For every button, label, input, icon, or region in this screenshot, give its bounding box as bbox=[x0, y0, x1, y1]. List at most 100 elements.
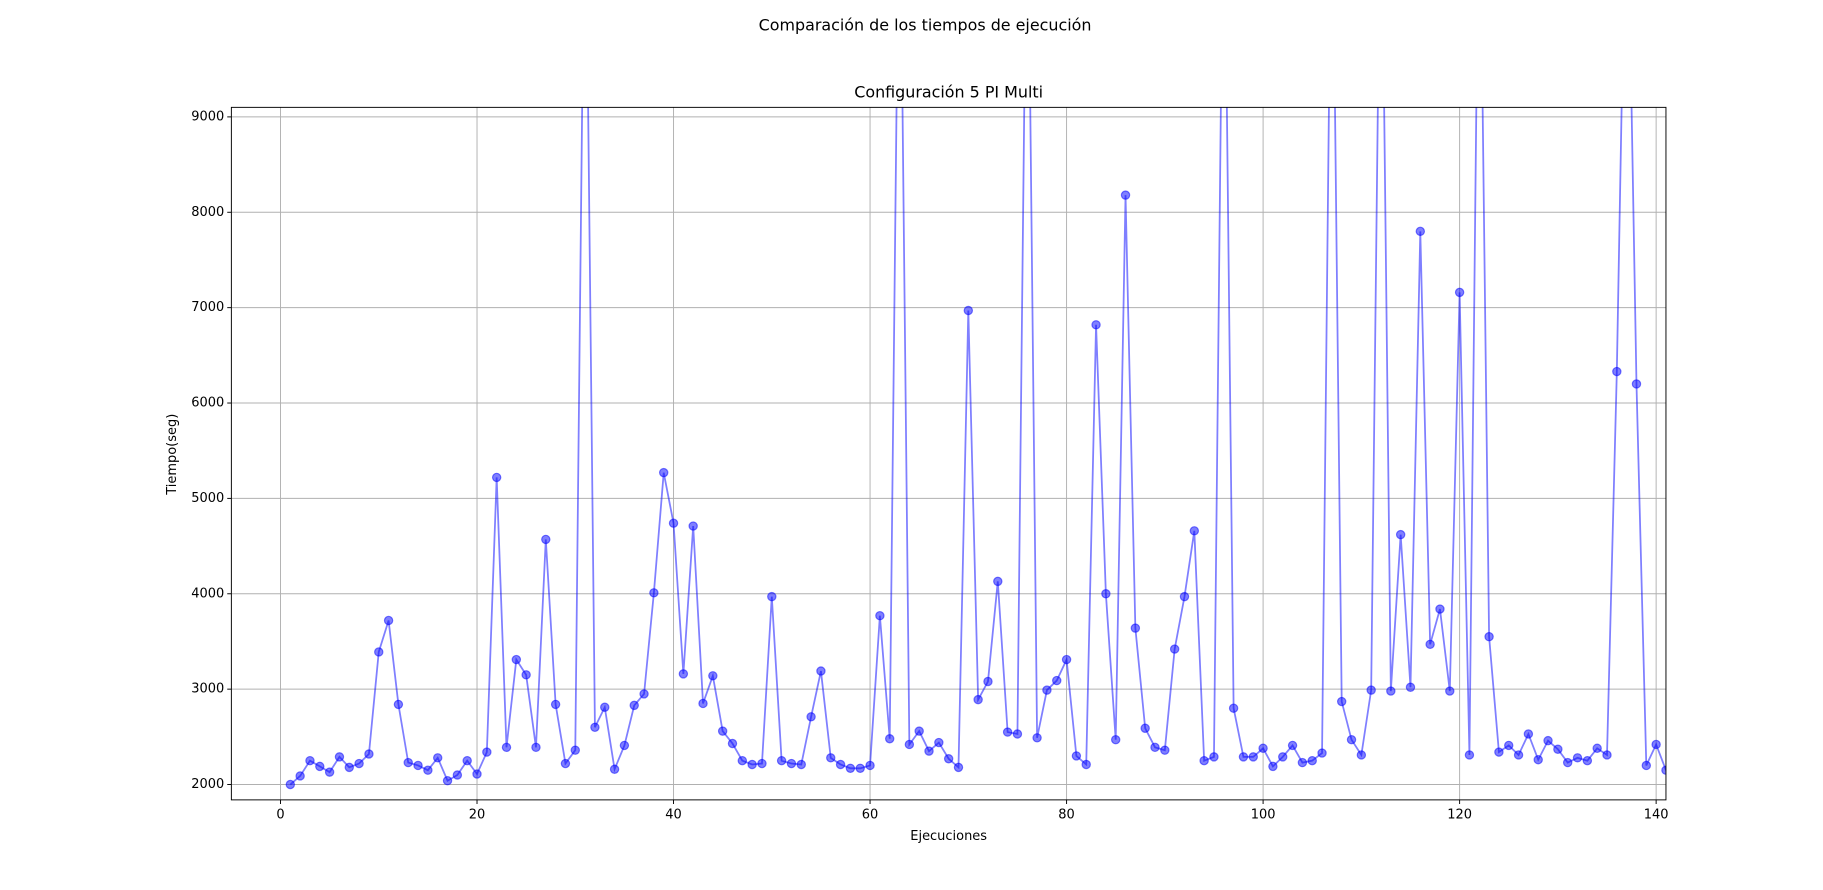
point bbox=[285, 779, 296, 790]
point bbox=[403, 757, 413, 768]
y-tick-label: 6000 bbox=[191, 396, 224, 411]
point bbox=[1494, 747, 1504, 757]
point bbox=[1061, 654, 1072, 665]
point bbox=[796, 759, 806, 770]
point bbox=[570, 745, 580, 755]
point bbox=[884, 734, 895, 744]
point bbox=[295, 771, 305, 781]
point bbox=[1130, 623, 1141, 633]
point bbox=[688, 521, 698, 531]
point bbox=[1228, 703, 1239, 713]
point bbox=[1572, 753, 1583, 763]
point bbox=[1484, 631, 1494, 642]
point bbox=[914, 726, 924, 736]
point bbox=[482, 747, 492, 757]
point bbox=[521, 670, 531, 680]
point bbox=[1081, 759, 1091, 770]
x-tick-label: 40 bbox=[665, 808, 682, 823]
point bbox=[835, 759, 846, 770]
point bbox=[953, 762, 964, 773]
x-tick-label: 100 bbox=[1251, 808, 1276, 823]
point bbox=[757, 758, 767, 769]
x-tick-label: 120 bbox=[1447, 808, 1472, 823]
point bbox=[531, 742, 541, 753]
y-tick-label: 9000 bbox=[191, 109, 224, 124]
point bbox=[1209, 752, 1219, 762]
point bbox=[590, 722, 600, 733]
x-tick-label: 80 bbox=[1058, 808, 1075, 823]
point bbox=[1553, 744, 1563, 754]
plot-area bbox=[285, 107, 1666, 790]
point bbox=[1631, 379, 1642, 389]
point bbox=[432, 753, 443, 763]
point bbox=[334, 752, 345, 762]
point bbox=[324, 767, 335, 777]
point bbox=[1012, 729, 1023, 739]
point bbox=[305, 755, 315, 766]
point bbox=[806, 712, 816, 722]
point bbox=[1199, 755, 1209, 766]
point bbox=[609, 764, 620, 774]
point bbox=[1513, 750, 1524, 760]
point bbox=[973, 694, 983, 705]
point bbox=[943, 754, 954, 764]
point bbox=[619, 740, 630, 751]
point bbox=[1504, 740, 1514, 751]
point bbox=[708, 671, 718, 681]
point bbox=[904, 739, 915, 750]
point bbox=[1258, 743, 1268, 753]
point bbox=[462, 755, 472, 766]
point bbox=[364, 749, 374, 759]
point bbox=[1120, 190, 1131, 200]
point bbox=[1042, 685, 1052, 695]
point bbox=[1160, 745, 1170, 755]
point bbox=[639, 689, 649, 699]
point bbox=[560, 758, 571, 769]
point bbox=[1101, 589, 1111, 599]
point bbox=[855, 763, 865, 774]
point bbox=[649, 588, 659, 598]
point bbox=[1336, 696, 1347, 707]
point bbox=[698, 698, 708, 709]
point bbox=[747, 759, 757, 770]
y-tick-label: 7000 bbox=[191, 300, 224, 315]
point bbox=[1395, 529, 1406, 540]
point bbox=[452, 770, 463, 780]
point bbox=[1317, 748, 1327, 758]
point bbox=[315, 761, 325, 772]
point bbox=[1445, 686, 1455, 696]
point bbox=[1602, 750, 1612, 760]
point bbox=[1071, 751, 1082, 761]
point bbox=[1592, 743, 1602, 753]
point bbox=[1179, 591, 1190, 602]
suptitle: Comparación de los tiempos de ejecución bbox=[759, 15, 1092, 34]
point bbox=[1278, 752, 1288, 762]
point bbox=[1032, 733, 1042, 743]
y-tick-label: 3000 bbox=[191, 682, 224, 697]
point bbox=[1091, 320, 1101, 330]
point bbox=[668, 518, 679, 528]
x-axis-label: Ejecuciones bbox=[910, 829, 987, 844]
point bbox=[727, 738, 738, 749]
y-tick-label: 5000 bbox=[191, 491, 224, 506]
point bbox=[816, 666, 826, 676]
point bbox=[1386, 686, 1396, 696]
point bbox=[993, 576, 1003, 587]
point bbox=[1052, 675, 1062, 686]
point bbox=[1562, 757, 1573, 768]
point bbox=[1150, 742, 1160, 753]
point bbox=[658, 467, 669, 478]
point bbox=[442, 775, 453, 786]
point bbox=[1405, 682, 1416, 692]
point bbox=[1464, 750, 1475, 760]
point bbox=[1110, 734, 1121, 745]
point bbox=[786, 758, 797, 769]
point bbox=[1268, 761, 1278, 772]
point bbox=[678, 669, 689, 679]
point bbox=[472, 769, 482, 779]
point bbox=[423, 765, 433, 775]
point bbox=[1543, 735, 1553, 746]
point bbox=[776, 755, 787, 766]
point bbox=[1582, 755, 1593, 766]
